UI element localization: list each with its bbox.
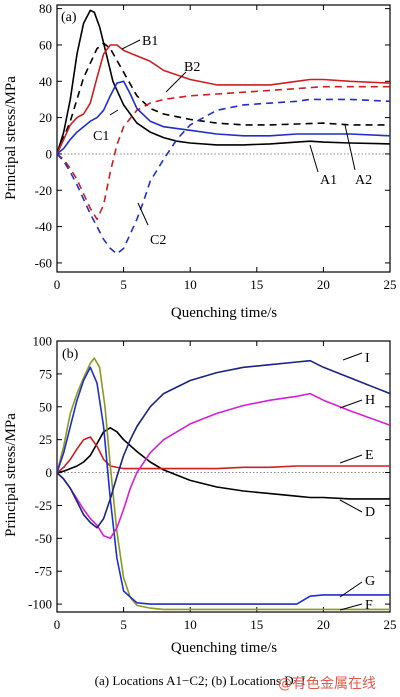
panel-b-ytick-label: -25 (35, 498, 52, 513)
series-label-i: I (365, 351, 370, 366)
panel-b-xtick-label: 5 (120, 617, 127, 632)
panel-b-xtick-label: 20 (317, 617, 330, 632)
leader-g (339, 581, 363, 598)
series-label-b2: B2 (184, 60, 200, 75)
leader-f (339, 603, 363, 611)
series-line-a1 (57, 9, 390, 155)
panel-a-xtick-label: 15 (250, 277, 263, 292)
series-label-g: G (365, 574, 375, 589)
panel-a-xtick-label: 25 (384, 277, 397, 292)
panel-b-xtick-label: 0 (54, 617, 61, 632)
series-line-c2 (57, 98, 390, 255)
panel-a-plot-area: 0 5 10 15 20 25 -60 -40 -20 0 20 40 60 80 (35, 1, 397, 292)
leader-a2 (344, 124, 356, 171)
leader-b2 (165, 71, 187, 93)
panel-a-ytick-label: -20 (35, 183, 52, 198)
panel-a-ytick-label: -40 (35, 219, 52, 234)
panel-a-ytick-label: 80 (39, 1, 52, 16)
series-line-e (57, 436, 390, 474)
series-line-b2 (57, 85, 390, 221)
panel-b-ylabel: Principal stress/MPa (3, 413, 19, 537)
leader-d (339, 499, 363, 513)
series-line-i (57, 359, 390, 529)
panel-b-ytick-label: -50 (35, 531, 52, 546)
leader-i (342, 352, 363, 361)
panel-b-ytick-label: 0 (46, 465, 53, 480)
chart-panel-a: Principal stress/MPa Quenching time/s (a… (3, 1, 397, 321)
panel-b-ytick-label: 100 (33, 334, 53, 349)
panel-a-xtick-label: 20 (317, 277, 330, 292)
panel-b-ytick-label: 50 (39, 399, 52, 414)
panel-b-xtick-label: 25 (384, 617, 397, 632)
panel-b-ytick-label: 75 (39, 366, 52, 381)
panel-a-ylabel: Principal stress/MPa (3, 76, 19, 200)
panel-a-series-group (57, 9, 390, 255)
panel-a-ytick-label: 40 (39, 74, 52, 89)
panel-a-series-labels: B1 B2 C1 A1 A2 C2 (93, 34, 372, 248)
series-line-a2 (57, 42, 390, 155)
series-label-a2: A2 (355, 173, 372, 188)
leader-c2 (137, 202, 149, 226)
panel-b-xtick-label: 10 (184, 617, 197, 632)
series-line-f (57, 357, 390, 611)
series-line-c1 (57, 80, 390, 155)
panel-b-frame (56, 340, 391, 613)
panel-b-xtick-label: 15 (250, 617, 263, 632)
leader-h (339, 399, 363, 409)
panel-a-xlabel: Quenching time/s (171, 305, 277, 321)
watermark: @有色金属在线 (278, 675, 376, 692)
figure-caption: (a) Locations A1−C2; (b) Locations D−I (95, 673, 306, 688)
series-label-b1: B1 (142, 34, 158, 49)
panel-a-frame (56, 4, 391, 273)
panel-b-plot-area: 0 5 10 15 20 25 -100 -75 -50 -25 0 25 50 75 100 (28, 334, 396, 633)
leader-e (339, 454, 363, 464)
series-label-c2: C2 (150, 233, 166, 248)
panel-b-ytick-label: -100 (28, 597, 52, 612)
panel-b-series-labels: I H E D G F (339, 351, 375, 613)
panel-b-ytick-label: 25 (39, 432, 52, 447)
series-line-g (57, 366, 390, 605)
panel-a-ytick-label: -60 (35, 255, 52, 270)
panel-a-ytick-label: 60 (39, 37, 52, 52)
series-label-d: D (365, 505, 375, 520)
panel-a-xtick-label: 5 (120, 277, 127, 292)
series-line-d (57, 426, 390, 500)
panel-a-xtick-label: 10 (184, 277, 197, 292)
series-line-h (57, 392, 390, 540)
panel-a-xtick-label: 0 (54, 277, 61, 292)
leader-a1 (309, 144, 319, 173)
panel-b-xlabel: Quenching time/s (171, 640, 277, 656)
series-label-f: F (365, 598, 373, 613)
panel-a-ytick-label: 20 (39, 110, 52, 125)
panel-a-ytick-label: 0 (46, 146, 53, 161)
panel-a-label: (a) (61, 10, 77, 25)
chart-panel-b: Principal stress/MPa Quenching time/s (b… (3, 334, 397, 657)
panel-b-ytick-label: -75 (35, 564, 52, 579)
series-label-a1: A1 (320, 173, 337, 188)
series-line-b1 (57, 44, 390, 155)
leader-c1 (109, 109, 119, 116)
series-label-h: H (365, 393, 375, 408)
leader-b1 (121, 39, 141, 50)
series-label-c1: C1 (93, 129, 109, 144)
series-label-e: E (365, 448, 374, 463)
panel-b-label: (b) (62, 347, 79, 362)
panel-b-series-group (57, 357, 390, 611)
